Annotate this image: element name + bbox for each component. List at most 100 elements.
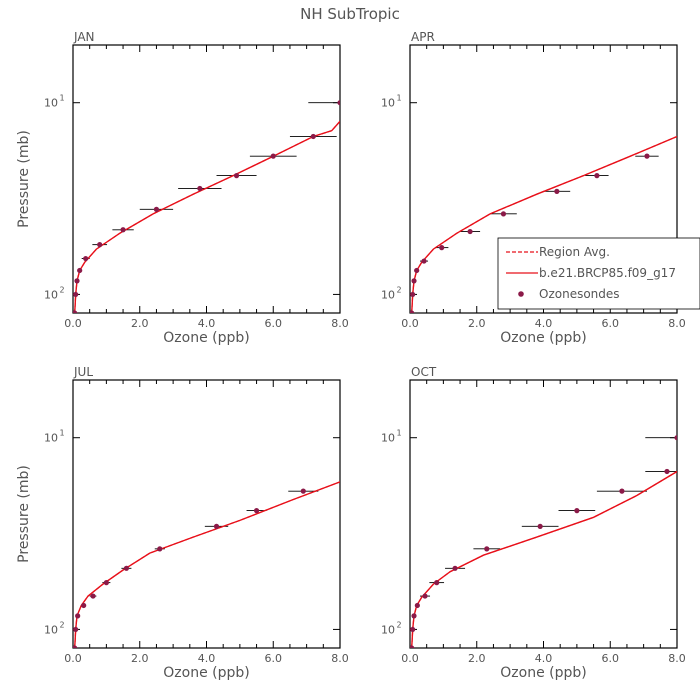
legend-marker-ozonesondes: [518, 291, 524, 297]
figure-title: NH SubTropic: [300, 5, 400, 23]
x-axis-label: Ozone (ppb): [163, 330, 249, 346]
panel-label: JUL: [73, 365, 93, 379]
ozonesonde-point: [123, 565, 129, 571]
x-axis-label: Ozone (ppb): [500, 665, 586, 681]
x-tick-label: 8.0: [668, 317, 686, 330]
ozonesonde-point: [153, 206, 160, 212]
x-tick-label: 6.0: [602, 652, 620, 665]
x-tick-label: 4.0: [535, 317, 553, 330]
x-tick-label: 6.0: [265, 652, 283, 665]
x-tick-label: 6.0: [602, 317, 620, 330]
x-tick-label: 2.0: [131, 652, 149, 665]
x-tick-label: 8.0: [331, 652, 349, 665]
plot-frame: [72, 44, 341, 314]
ozonesonde-point: [421, 258, 427, 264]
x-tick-label: 0.0: [401, 652, 419, 665]
ozonesonde-point: [410, 310, 415, 313]
ozonesonde-point: [411, 278, 417, 284]
ozonesonde-point: [77, 267, 83, 274]
ozonesonde-point: [410, 626, 416, 633]
model-line: [74, 481, 340, 648]
ozonesonde-point: [83, 255, 89, 262]
x-tick-label: 4.0: [535, 652, 553, 665]
ozonesonde-point: [619, 488, 625, 494]
ozonesonde-point: [452, 565, 458, 571]
x-tick-label: 2.0: [468, 317, 486, 330]
ozonesonde-point: [120, 227, 126, 233]
region-avg-line: [411, 470, 677, 648]
plot-frame: [72, 379, 341, 649]
ozonesonde-point: [484, 546, 490, 552]
panel-label: OCT: [411, 365, 437, 379]
ozonesonde-point: [81, 602, 87, 609]
ozonesonde-point: [644, 153, 650, 159]
ozonesonde-point: [270, 153, 276, 159]
plot-frame: [409, 379, 678, 649]
y-tick-exponent: 1: [59, 429, 64, 438]
ozonesonde-point: [75, 613, 81, 619]
model-line: [411, 470, 677, 648]
ozonesonde-point: [213, 523, 220, 529]
ozonesonde-point: [411, 613, 417, 619]
x-tick-label: 2.0: [468, 652, 486, 665]
ozonesonde-point: [97, 242, 103, 248]
x-tick-label: 0.0: [64, 652, 82, 665]
y-tick-exponent: 1: [396, 94, 401, 103]
ozonesonde-point: [197, 185, 203, 192]
ozonesonde-point: [73, 310, 78, 313]
y-tick-exponent: 2: [396, 285, 401, 294]
y-tick-label: 10: [44, 288, 58, 301]
legend: Region Avg. b.e21.BRCP85.f09_g17 Ozonesond…: [497, 237, 700, 310]
x-tick-label: 0.0: [64, 317, 82, 330]
ozonesonde-point: [467, 228, 473, 235]
x-axis-label: Ozone (ppb): [500, 330, 586, 346]
ozonesonde-point: [410, 291, 416, 298]
region-avg-line: [74, 481, 340, 648]
x-tick-label: 8.0: [331, 317, 349, 330]
region-avg-line: [74, 120, 340, 313]
panel-label: APR: [411, 30, 435, 44]
y-tick-label: 10: [381, 97, 395, 110]
ozonesonde-point: [574, 508, 580, 514]
legend-label: b.e21.BRCP85.f09_g17: [539, 266, 676, 280]
ozonesonde-point: [554, 188, 560, 194]
y-axis-label: Pressure (mb): [16, 130, 32, 228]
ozonesonde-point: [537, 523, 543, 529]
ozonesonde-point: [674, 435, 677, 441]
y-tick-label: 10: [44, 623, 58, 636]
ozonesonde-point: [337, 100, 340, 106]
ozonesonde-point: [500, 211, 507, 217]
y-tick-exponent: 1: [396, 429, 401, 438]
x-tick-label: 8.0: [668, 652, 686, 665]
x-axis-label: Ozone (ppb): [163, 665, 249, 681]
y-tick-exponent: 2: [396, 620, 401, 629]
ozonesonde-point: [74, 278, 80, 284]
data-layer: [73, 100, 340, 313]
x-tick-label: 6.0: [265, 317, 283, 330]
ozonesonde-point: [73, 645, 78, 648]
y-tick-label: 10: [44, 97, 58, 110]
legend-label: Ozonesondes: [539, 287, 620, 301]
ozonesonde-point: [73, 291, 79, 298]
ozonesonde-point: [73, 626, 79, 633]
ozonesonde-point: [414, 602, 420, 609]
ozonesonde-point: [422, 593, 428, 599]
x-tick-label: 4.0: [198, 652, 216, 665]
y-tick-label: 10: [381, 432, 395, 445]
ozonesonde-point: [439, 245, 445, 251]
x-tick-label: 2.0: [131, 317, 149, 330]
model-line: [74, 120, 340, 313]
ozonesonde-point: [253, 508, 260, 514]
ozonesonde-point: [410, 645, 415, 648]
panel-label: JAN: [73, 30, 95, 44]
x-tick-label: 4.0: [198, 317, 216, 330]
ozonesonde-point: [414, 267, 420, 274]
y-tick-label: 10: [381, 288, 395, 301]
ozonesonde-point: [233, 173, 240, 179]
